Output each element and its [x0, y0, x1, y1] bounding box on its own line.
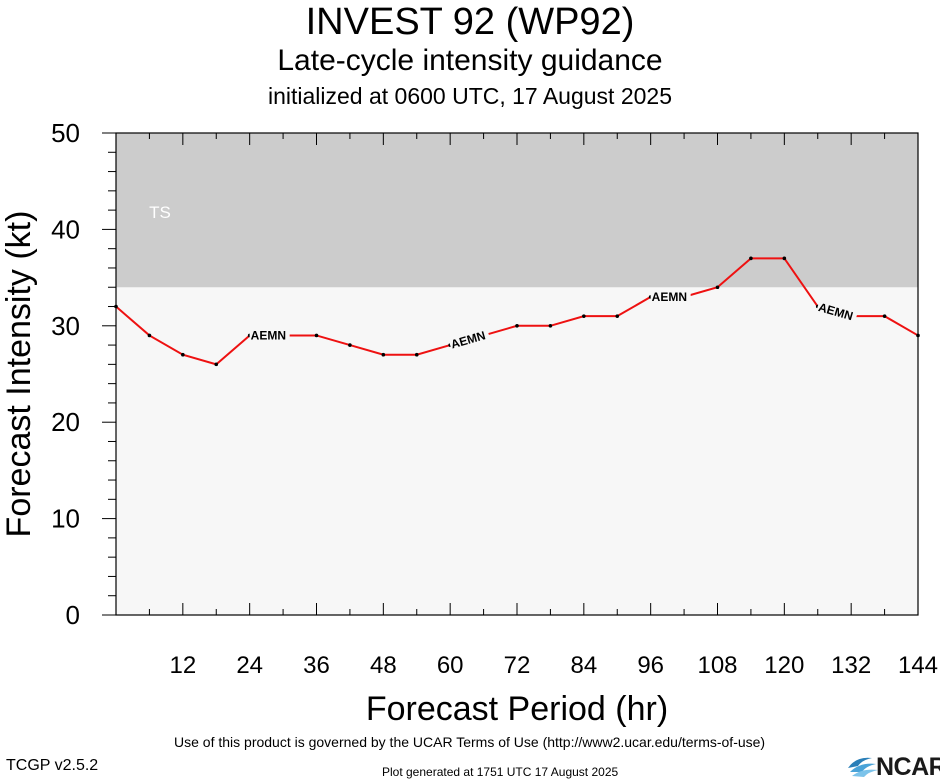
x-tick-label: 96: [637, 652, 664, 679]
y-tick-label: 30: [51, 311, 80, 341]
series-point: [515, 324, 519, 328]
x-tick-label: 108: [697, 652, 737, 679]
y-tick-label: 10: [51, 504, 80, 534]
chart-title: INVEST 92 (WP92): [305, 1, 635, 43]
series-label-text: AEMN: [251, 328, 286, 342]
series-point: [782, 256, 787, 261]
x-tick-label: 24: [236, 652, 263, 679]
version-label: TCGP v2.5.2: [6, 757, 99, 774]
series-point: [749, 256, 753, 261]
series-label-bg: [448, 327, 491, 351]
series-point: [214, 362, 219, 367]
ts-band-label: TS: [149, 203, 171, 222]
series-label: AEMN: [650, 289, 691, 304]
series-point: [715, 285, 720, 290]
initialization-time: initialized at 0600 UTC, 17 August 2025: [267, 83, 673, 109]
x-tick-label: 84: [570, 652, 597, 679]
y-tick-label: 20: [51, 407, 80, 437]
ncar-swirl-icon: [848, 757, 878, 777]
plot-frame: [115, 132, 919, 616]
x-axis-label: Forecast Period (hr): [366, 690, 668, 728]
x-tick-label: 132: [831, 652, 871, 679]
series-label-text: AEMN: [652, 290, 687, 304]
logo-text: NCAR: [876, 753, 940, 781]
series-point: [181, 352, 185, 357]
x-tick-label: 60: [437, 652, 464, 679]
series-label: AEMN: [249, 328, 290, 342]
y-axis-label: Forecast Intensity (kt): [0, 211, 38, 538]
chart-subtitle: Late-cycle intensity guidance: [277, 44, 663, 77]
x-tick-label: 144: [898, 652, 938, 679]
x-tick-label: 12: [169, 652, 196, 679]
y-tick-label: 50: [51, 118, 80, 148]
series-point: [314, 333, 319, 338]
ts-band: [116, 133, 918, 288]
x-tick-label: 48: [370, 652, 397, 679]
x-tick-label: 72: [504, 652, 531, 679]
series-label-bg: [249, 328, 290, 342]
series-point: [414, 352, 419, 357]
series-label-bg: [816, 299, 859, 324]
series-point: [348, 343, 352, 347]
series-point: [582, 314, 586, 318]
series-point: [882, 314, 887, 318]
y-tick-label: 0: [66, 600, 80, 630]
series-point: [381, 352, 386, 357]
axis-ticks: [102, 132, 919, 616]
generated-timestamp: Plot generated at 1751 UTC 17 August 202…: [382, 765, 619, 779]
series-point: [147, 333, 152, 338]
x-tick-label: 120: [764, 652, 804, 679]
terms-of-use-note: Use of this product is governed by the U…: [174, 734, 766, 750]
ncar-logo: NCAR: [846, 752, 940, 781]
series-point: [548, 324, 553, 328]
x-tick-label: 36: [303, 652, 330, 679]
series-point: [615, 314, 620, 318]
series-label-bg: [650, 289, 691, 303]
y-tick-label: 40: [51, 214, 80, 244]
x-tick-labels: 12 24 36 48 60 72 84 96 108 120 132 144: [169, 652, 938, 679]
y-tick-labels: 0 10 20 30 40 50: [51, 118, 80, 630]
